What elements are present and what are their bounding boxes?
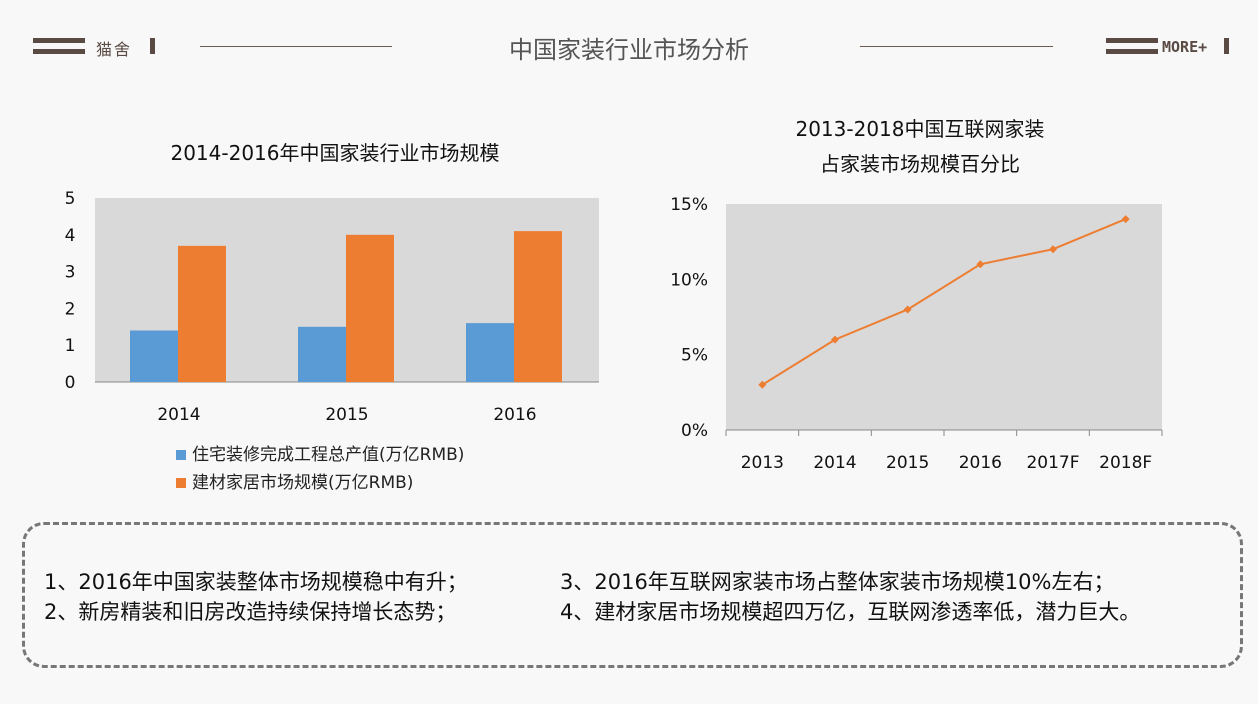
header-left-bar-top bbox=[33, 38, 85, 43]
legend-swatch-blue bbox=[176, 450, 186, 460]
bar-y-tick-label: 0 bbox=[65, 373, 76, 393]
legend-label-1: 住宅装修完成工程总产值(万亿RMB) bbox=[192, 445, 465, 465]
page-title: 中国家装行业市场分析 bbox=[509, 36, 749, 64]
bar-series-1 bbox=[130, 330, 178, 382]
header-right-bar-bottom bbox=[1106, 49, 1158, 54]
summary-item-2: 2、新房精装和旧房改造持续保持增长态势； bbox=[44, 600, 457, 624]
bar-series-2 bbox=[178, 245, 226, 382]
bar-y-tick-label: 2 bbox=[65, 299, 76, 319]
summary-item-4: 4、建材家居市场规模超四万亿，互联网渗透率低，潜力巨大。 bbox=[560, 600, 1141, 624]
line-x-tick-label: 2018F bbox=[1099, 453, 1152, 473]
bar-legend-item-2: 建材家居市场规模(万亿RMB) bbox=[176, 468, 413, 493]
bar-y-tick-label: 5 bbox=[65, 189, 76, 209]
bar-y-tick-label: 4 bbox=[65, 226, 76, 246]
legend-swatch-orange bbox=[176, 478, 186, 488]
bar-chart: 0 1 2 3 4 5 2014 2015 2016 bbox=[65, 189, 599, 425]
line-x-tick-label: 2016 bbox=[959, 453, 1002, 473]
bar-legend-item-1: 住宅装修完成工程总产值(万亿RMB) bbox=[176, 440, 464, 465]
bar-x-tick-label: 2015 bbox=[325, 405, 368, 425]
line-point bbox=[903, 305, 912, 314]
line-x-tick-label: 2017F bbox=[1026, 453, 1079, 473]
line-point bbox=[1121, 215, 1130, 224]
bar-x-tick-label: 2016 bbox=[493, 405, 536, 425]
bar-x-tick-label: 2014 bbox=[157, 405, 200, 425]
header-left-divider bbox=[200, 46, 392, 47]
header-left-bar-bottom bbox=[33, 49, 85, 54]
bar-series-2 bbox=[346, 234, 394, 382]
bar-chart-title: 2014-2016年中国家装行业市场规模 bbox=[170, 141, 500, 165]
line-chart-title-line-2: 占家装市场规模百分比 bbox=[820, 152, 1020, 176]
line-y-tick-label: 0% bbox=[681, 421, 708, 441]
line-y-tick-label: 15% bbox=[670, 195, 708, 215]
bar-y-tick-label: 3 bbox=[65, 263, 76, 283]
summary-box bbox=[22, 522, 1243, 668]
bar-series-1 bbox=[466, 323, 514, 382]
more-mark-icon bbox=[1224, 38, 1229, 54]
bar-y-tick-label: 1 bbox=[65, 336, 76, 356]
line-series bbox=[761, 218, 1127, 386]
line-x-tick-label: 2014 bbox=[813, 453, 856, 473]
line-point bbox=[831, 335, 839, 344]
header-right-bar-top bbox=[1106, 38, 1158, 43]
line-x-tick-label: 2013 bbox=[741, 453, 784, 473]
line-chart: 0% 5% 10% 15% 2013 2014 2015 2016 2017F 2018F bbox=[670, 195, 1163, 473]
line-x-tick-label: 2015 bbox=[886, 453, 929, 473]
summary-item-1: 1、2016年中国家装整体市场规模稳中有升； bbox=[44, 570, 468, 594]
line-plot-area bbox=[726, 204, 1162, 430]
brand-mark-icon bbox=[150, 38, 155, 54]
legend-label-2: 建材家居市场规模(万亿RMB) bbox=[192, 473, 414, 493]
line-chart-title: 2013-2018中国互联网家装 占家装市场规模百分比 bbox=[720, 112, 1120, 182]
summary-item-3: 3、2016年互联网家装市场占整体家装市场规模10%左右； bbox=[560, 570, 1115, 594]
bar-series-1 bbox=[298, 326, 346, 382]
line-chart-title-line-1: 2013-2018中国互联网家装 bbox=[795, 117, 1045, 141]
line-point bbox=[1049, 245, 1057, 254]
line-y-tick-label: 10% bbox=[670, 270, 708, 290]
line-point bbox=[758, 380, 767, 389]
line-y-tick-label: 5% bbox=[681, 346, 708, 366]
line-point bbox=[976, 260, 985, 269]
bar-series-2 bbox=[514, 231, 562, 382]
brand-name: 猫舍 bbox=[96, 40, 133, 59]
more-link[interactable]: MORE+ bbox=[1162, 38, 1208, 56]
header-right-divider bbox=[860, 46, 1053, 47]
